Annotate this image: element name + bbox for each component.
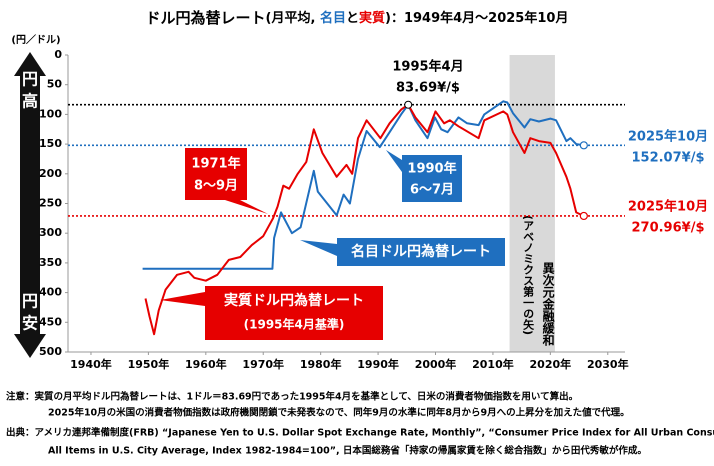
series-line xyxy=(142,100,584,270)
legend-box xyxy=(337,238,505,266)
arrow-label: 円 xyxy=(22,70,38,89)
shade-label: (アベノミクス第一の矢) xyxy=(522,215,535,335)
note: All Items in U.S. City Average, Index 19… xyxy=(48,445,647,457)
legend-label: 名目ドル円為替レート xyxy=(351,243,491,260)
arrow-head xyxy=(14,334,46,358)
title-part: ドル円為替レート xyxy=(146,9,266,27)
x-tick-label: 1980年 xyxy=(300,357,342,371)
y-tick-label: 300 xyxy=(39,226,62,239)
callout-box xyxy=(185,148,247,200)
end-point xyxy=(579,211,588,221)
legend-pointer xyxy=(300,240,337,256)
x-tick-label: 2000年 xyxy=(415,357,457,371)
note: 2025年10月の米国の消費者物価指数は政府機関閉鎖で未発表なので、同年9月の水… xyxy=(48,407,630,419)
title-part: と xyxy=(346,11,359,26)
y-tick-label: 400 xyxy=(39,286,62,299)
y-tick-label: 100 xyxy=(39,107,62,120)
arrow-head xyxy=(14,52,46,76)
y-tick-label: 350 xyxy=(39,256,62,269)
note: 出典：アメリカ連邦準備制度(FRB) “Japanese Yen to U.S.… xyxy=(6,427,714,439)
y-tick-label: 0 xyxy=(54,48,62,61)
callout-text: 1971年 xyxy=(191,156,240,172)
x-tick-label: 2020年 xyxy=(530,357,572,371)
y-tick-label: 50 xyxy=(47,78,63,91)
title-part: (月平均, xyxy=(266,10,320,26)
legend-pointer xyxy=(160,292,205,306)
annotation: 1995年4月 xyxy=(392,59,463,75)
callout-box xyxy=(402,155,462,202)
x-tick-label: 1970年 xyxy=(242,357,284,371)
title-part: 名目 xyxy=(320,10,346,26)
callout-text: 1990年 xyxy=(407,161,456,177)
y-tick-label: 500 xyxy=(39,345,62,358)
x-tick-label: 2010年 xyxy=(472,357,514,371)
arrow-label: 高 xyxy=(22,92,38,111)
annotation: 83.69¥/$ xyxy=(396,81,460,96)
legend-label: 実質ドル円為替レート xyxy=(224,292,364,309)
y-unit: (円／ドル) xyxy=(11,33,60,46)
y-tick-label: 150 xyxy=(39,137,62,150)
note: 注意：実質の月平均ドル円為替レートは、1ドル＝83.69円であった1995年4月… xyxy=(6,391,578,403)
callout-text: 6〜7月 xyxy=(410,183,454,198)
x-tick-label: 2030年 xyxy=(587,357,629,371)
series-line xyxy=(144,103,585,336)
y-tick-label: 200 xyxy=(39,167,62,180)
x-tick-label: 1960年 xyxy=(185,357,227,371)
arrow-shaft xyxy=(20,76,40,336)
arrow-label: 安 xyxy=(22,314,38,333)
annotation: 152.07¥/$ xyxy=(631,151,704,166)
callout-text: 8〜9月 xyxy=(194,179,238,194)
x-tick-label: 1950年 xyxy=(128,357,170,371)
x-tick-label: 1990年 xyxy=(357,357,399,371)
annotation: 2025年10月 xyxy=(628,129,708,145)
legend-label: (1995年4月基準) xyxy=(244,317,345,332)
chart-title: ドル円為替レート(月平均, 名目と実質)：1949年4月〜2025年10月 xyxy=(146,9,569,27)
plot: 異次元金融緩和 (アベノミクス第一の矢) 0 50 100 150 200 250 300 350… xyxy=(39,48,708,371)
x-tick-label: 1940年 xyxy=(70,357,112,371)
title-part: )：1949年4月〜2025年10月 xyxy=(385,10,568,26)
annotation: 270.96¥/$ xyxy=(631,221,704,236)
peak-point xyxy=(404,100,413,109)
legend-box xyxy=(205,286,383,340)
y-arrow: 円 高 円 安 xyxy=(14,52,46,358)
callout-pointer xyxy=(386,150,402,172)
notes: 注意：実質の月平均ドル円為替レートは、1ドル＝83.69円であった1995年4月… xyxy=(6,391,714,457)
y-tick-label: 250 xyxy=(39,197,62,210)
end-point xyxy=(579,141,588,150)
title-part: 実質 xyxy=(359,10,385,26)
y-tick-label: 450 xyxy=(39,315,62,328)
callout-pointer xyxy=(225,200,268,214)
arrow-label: 円 xyxy=(22,292,38,311)
shade-label: 異次元金融緩和 xyxy=(541,262,555,347)
annotation: 2025年10月 xyxy=(628,199,708,215)
